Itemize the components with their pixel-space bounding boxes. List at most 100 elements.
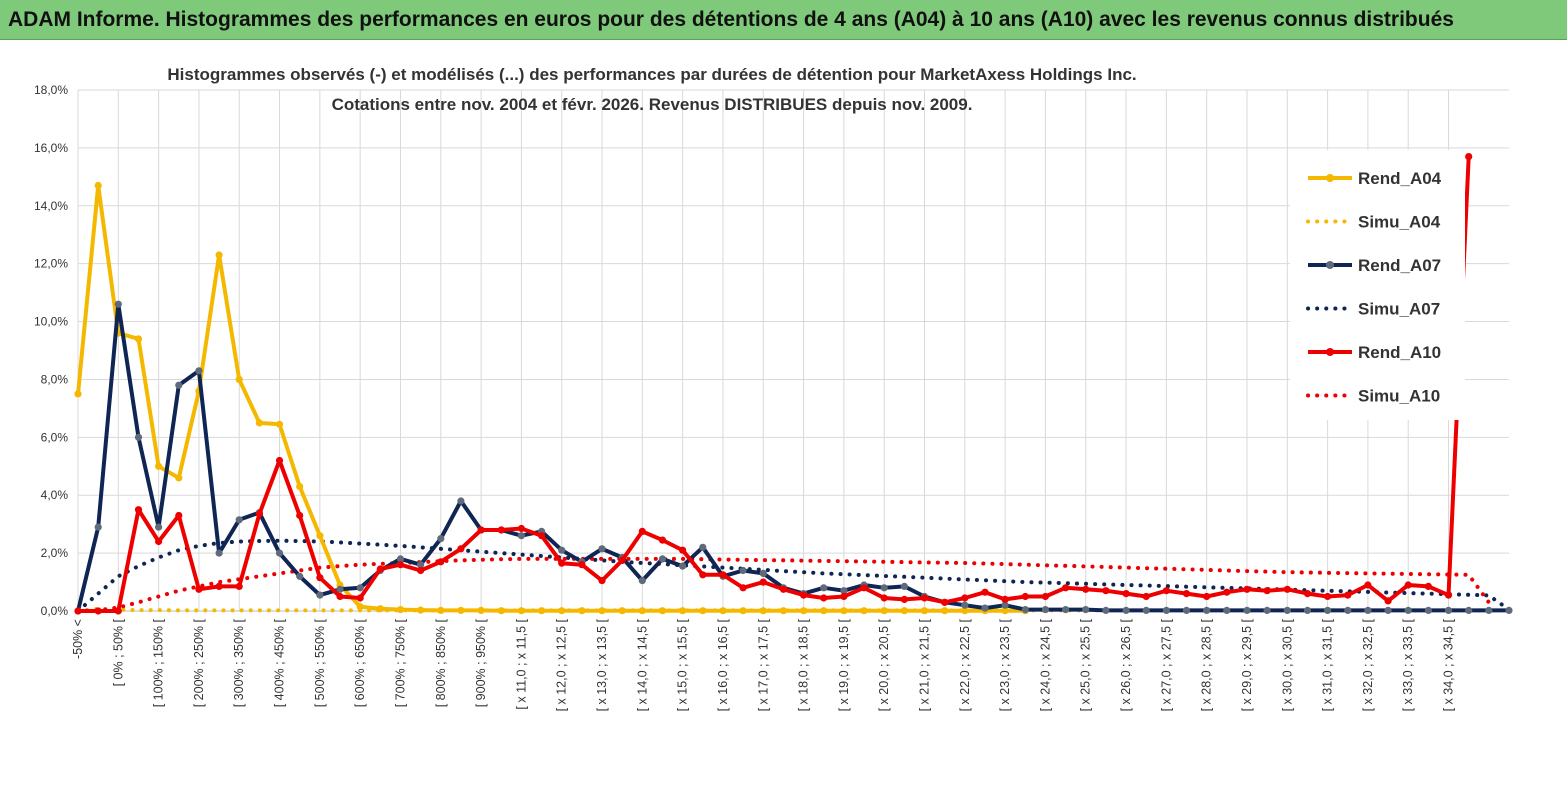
data-point-rend-a07 bbox=[1203, 606, 1211, 615]
data-point-rend-a07 bbox=[658, 555, 667, 563]
data-point-rend-a10 bbox=[356, 594, 364, 602]
data-point-rend-a10 bbox=[1243, 585, 1251, 593]
data-point-rend-a04 bbox=[437, 606, 445, 615]
data-point-rend-a07 bbox=[1102, 606, 1110, 615]
data-point-rend-a04 bbox=[255, 419, 263, 427]
data-point-rend-a04 bbox=[296, 482, 304, 491]
data-point-rend-a04 bbox=[658, 607, 667, 615]
x-tick-label: [ x 32,0 ; x 32,5 [ bbox=[1361, 618, 1375, 711]
y-tick-label: 0,0% bbox=[41, 604, 69, 618]
y-tick-label: 4,0% bbox=[41, 488, 69, 502]
series-line-rend-a10 bbox=[78, 156, 1471, 613]
data-point-rend-a07 bbox=[1162, 606, 1170, 615]
data-point-rend-a07 bbox=[981, 604, 989, 612]
x-tick-label: [ x 25,0 ; x 25,5 [ bbox=[1079, 618, 1093, 711]
data-point-rend-a04 bbox=[638, 607, 646, 615]
data-point-rend-a10 bbox=[316, 574, 324, 582]
y-tick-label: 8,0% bbox=[41, 372, 69, 386]
legend-box bbox=[1290, 150, 1465, 420]
x-tick-label: [ x 27,0 ; x 27,5 [ bbox=[1159, 618, 1173, 711]
data-point-rend-a10 bbox=[155, 537, 163, 546]
data-point-rend-a04 bbox=[800, 607, 808, 615]
x-tick-label: [ x 23,0 ; x 23,5 [ bbox=[998, 618, 1012, 711]
data-point-rend-a07 bbox=[1142, 606, 1150, 615]
data-point-rend-a07 bbox=[1283, 606, 1291, 615]
data-point-rend-a07 bbox=[1001, 601, 1009, 609]
data-point-rend-a10 bbox=[1021, 592, 1029, 601]
x-tick-label: [ 700% ; 750% [ bbox=[393, 618, 407, 707]
data-point-rend-a10 bbox=[1001, 595, 1009, 604]
x-tick-label: [ x 15,0 ; x 15,5 [ bbox=[676, 618, 690, 711]
legend-label-simu-a10: Simu_A10 bbox=[1358, 387, 1440, 406]
legend-label-simu-a07: Simu_A07 bbox=[1358, 300, 1440, 319]
data-point-rend-a04 bbox=[376, 605, 384, 613]
x-tick-label: [ x 17,0 ; x 17,5 [ bbox=[756, 618, 770, 711]
data-point-rend-a04 bbox=[134, 335, 143, 343]
data-point-rend-a04 bbox=[820, 607, 828, 615]
data-point-rend-a10 bbox=[981, 588, 989, 596]
data-point-rend-a07 bbox=[739, 566, 747, 575]
data-point-rend-a04 bbox=[477, 606, 485, 615]
data-point-rend-a10 bbox=[920, 594, 929, 602]
data-point-rend-a07 bbox=[598, 545, 606, 553]
legend-marker-rend-a04 bbox=[1326, 174, 1334, 182]
data-point-rend-a07 bbox=[1082, 606, 1090, 614]
legend-label-rend-a10: Rend_A10 bbox=[1358, 343, 1441, 362]
data-point-rend-a10 bbox=[1324, 592, 1332, 601]
data-point-rend-a07 bbox=[356, 584, 364, 592]
data-point-rend-a10 bbox=[437, 558, 445, 566]
x-tick-label: [ x 11,0 ; x 11,5 [ bbox=[514, 618, 528, 709]
x-tick-label: [ x 16,0 ; x 16,5 [ bbox=[716, 618, 730, 711]
x-tick-label: [ 600% ; 650% [ bbox=[353, 618, 367, 707]
data-point-rend-a07 bbox=[235, 516, 243, 524]
data-point-rend-a04 bbox=[900, 607, 909, 615]
data-point-rend-a10 bbox=[679, 546, 687, 554]
x-tick-label: [ x 31,0 ; x 31,5 [ bbox=[1321, 618, 1335, 711]
data-point-rend-a10 bbox=[296, 511, 304, 520]
data-point-rend-a10 bbox=[477, 526, 485, 534]
data-point-rend-a04 bbox=[618, 607, 626, 615]
x-tick-label: [ x 34,0 ; x 34,5 [ bbox=[1442, 618, 1456, 711]
data-point-rend-a07 bbox=[880, 584, 888, 592]
legend: Rend_A04 Simu_A04 Rend_A07 Simu_A07 Rend_A10… bbox=[1290, 150, 1465, 420]
data-point-rend-a07 bbox=[517, 532, 526, 540]
data-point-rend-a10 bbox=[1041, 592, 1049, 601]
data-point-rend-a10 bbox=[1223, 588, 1231, 596]
series-line-simu-a10 bbox=[76, 556, 1491, 613]
data-point-rend-a07 bbox=[699, 543, 707, 551]
data-point-rend-a10 bbox=[578, 561, 586, 569]
data-point-rend-a10 bbox=[941, 598, 949, 606]
data-point-rend-a10 bbox=[517, 524, 526, 533]
chart-area: 0,0% 2,0% 4,0% 6,0% 8,0% 10,0% 12,0% 14,0% 16,0%… bbox=[0, 40, 1567, 791]
data-point-rend-a10 bbox=[800, 591, 808, 599]
x-tick-label: [ x 18,0 ; x 18,5 [ bbox=[797, 618, 811, 711]
data-point-rend-a07 bbox=[820, 584, 828, 592]
data-point-rend-a10 bbox=[840, 592, 848, 601]
data-point-rend-a10 bbox=[1122, 590, 1130, 598]
data-point-rend-a07 bbox=[1122, 606, 1130, 615]
data-point-rend-a07 bbox=[316, 591, 324, 599]
data-point-rend-a04 bbox=[779, 607, 788, 615]
data-point-rend-a07 bbox=[437, 535, 445, 543]
data-point-rend-a04 bbox=[739, 607, 747, 615]
data-point-rend-a07 bbox=[94, 523, 102, 531]
data-point-rend-a10 bbox=[1344, 591, 1352, 599]
data-point-rend-a04 bbox=[598, 607, 606, 615]
data-point-rend-a07 bbox=[1424, 606, 1432, 615]
data-point-rend-a10 bbox=[699, 571, 707, 579]
series-layer bbox=[74, 153, 1513, 615]
data-point-rend-a10 bbox=[759, 578, 767, 586]
data-point-rend-a10 bbox=[1303, 590, 1312, 598]
data-point-rend-a07 bbox=[900, 582, 909, 591]
x-tick-label: [ x 33,0 ; x 33,5 [ bbox=[1401, 618, 1415, 711]
x-tick-label: [ 100% ; 150% [ bbox=[152, 618, 166, 707]
data-point-rend-a04 bbox=[719, 607, 727, 615]
data-point-rend-a10 bbox=[658, 536, 667, 544]
data-point-rend-a07 bbox=[417, 561, 425, 569]
data-point-rend-a04 bbox=[275, 420, 284, 428]
x-tick-label: [ x 29,0 ; x 29,5 [ bbox=[1240, 618, 1254, 711]
legend-label-simu-a04: Simu_A04 bbox=[1358, 213, 1441, 232]
data-point-rend-a10 bbox=[900, 595, 909, 604]
data-point-rend-a10 bbox=[779, 585, 788, 593]
data-point-rend-a07 bbox=[961, 601, 969, 609]
